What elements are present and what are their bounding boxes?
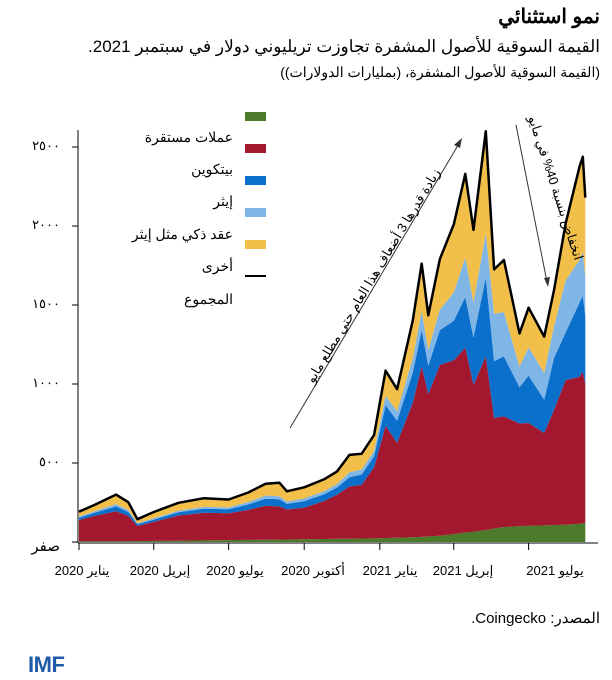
legend-label: إيثر: [213, 193, 233, 209]
legend-label: أخرى: [201, 258, 233, 274]
source-note: المصدر: Coingecko.: [471, 610, 600, 627]
legend-swatch-other: [245, 240, 266, 249]
x-tick-label: يناير 2020: [54, 563, 110, 578]
legend-swatch-smart-contract: [245, 208, 266, 217]
x-tick-label: يناير 2021: [362, 563, 418, 578]
y-tick-label: ١٥٠٠: [32, 296, 60, 311]
annotation-arrowhead-drop: [544, 277, 550, 287]
area-other: [79, 131, 586, 524]
legend-swatch-bitcoin: [245, 144, 266, 153]
area-ether: [79, 277, 586, 526]
legend-label: عملات مستقرة: [144, 129, 233, 145]
line-total: [78, 129, 587, 521]
x-tick-label: يوليو 2021: [526, 563, 584, 578]
legend-swatch-stablecoins: [245, 112, 266, 121]
imf-logo: IMF: [28, 652, 65, 677]
chart-title: نمو استثنائي: [498, 6, 600, 28]
area-stablecoins: [79, 523, 586, 542]
y-tick-label: ١٠٠٠: [32, 375, 60, 390]
legend-swatch-ether: [245, 176, 266, 185]
y-tick-label: ٢٠٠٠: [32, 217, 60, 232]
annotation-arrow-rise: [289, 141, 461, 429]
y-tick-label: ٢٥٠٠: [32, 138, 60, 153]
x-tick-label: أكتوبر 2020: [281, 563, 345, 578]
legend-label: المجموع: [184, 291, 233, 307]
annotation-arrowhead-rise: [454, 138, 462, 148]
x-tick-label: إبريل 2020: [129, 563, 191, 578]
x-tick-label: يوليو 2020: [206, 563, 264, 578]
legend-label: عقد ذكي مثل إيثر: [131, 226, 233, 242]
y-tick-label: ٥٠٠: [39, 454, 60, 469]
annotation-arrow-drop: [515, 124, 548, 283]
area-bitcoin: [79, 347, 586, 542]
chart-units: (القيمة السوقية للأصول المشفرة، (بمليارا…: [280, 64, 600, 80]
legend-label: بيتكوين: [191, 161, 233, 177]
y-tick-label: صفر: [31, 538, 60, 555]
x-tick-label: إبريل 2021: [432, 563, 494, 578]
area-smart-contract: [79, 233, 586, 525]
chart-subtitle: القيمة السوقية للأصول المشفرة تجاوزت تري…: [88, 37, 600, 56]
